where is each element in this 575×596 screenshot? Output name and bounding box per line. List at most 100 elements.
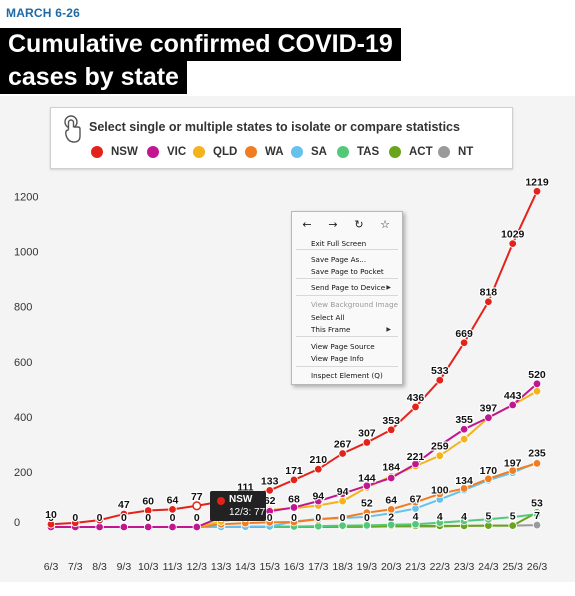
data-point-tas	[387, 520, 396, 529]
menu-item-label: Exit Full Screen	[311, 239, 367, 248]
x-tick-label: 20/3	[381, 561, 402, 573]
data-label-vic: 355	[455, 414, 473, 426]
legend-item-sa[interactable]: SA	[291, 146, 327, 158]
tooltip-state: NSW	[229, 494, 253, 505]
menu-item-save-page-as[interactable]: Save Page As...	[311, 254, 397, 265]
x-tick-label: 6/3	[44, 561, 59, 573]
data-label-nt: 0	[97, 512, 103, 524]
legend-item-nsw[interactable]: NSW	[91, 146, 138, 158]
x-tick-label: 21/3	[405, 561, 426, 573]
data-label-nt: 0	[340, 512, 346, 524]
x-tick-label: 22/3	[430, 561, 451, 573]
menu-item-view-page-info[interactable]: View Page Info	[311, 353, 397, 364]
legend-item-vic[interactable]: VIC	[147, 146, 186, 158]
legend-item-wa[interactable]: WA	[245, 146, 284, 158]
legend-label: NSW	[111, 146, 138, 158]
data-point-wa	[289, 517, 299, 527]
data-point-nsw	[265, 486, 274, 495]
data-point-vic	[387, 473, 396, 483]
menu-separator	[296, 366, 398, 367]
data-point-nsw	[192, 501, 202, 511]
data-point-vic	[168, 522, 177, 532]
legend-swatch	[438, 146, 450, 158]
menu-item-label: Save Page to Pocket	[311, 267, 384, 276]
tooltip-value: 12/3: 77	[229, 507, 266, 518]
data-point-nsw	[338, 449, 347, 458]
data-label-nt: 0	[72, 512, 78, 524]
data-point-vic	[192, 522, 201, 532]
menu-item-label: Send Page to Device	[311, 283, 386, 292]
menu-item-this-frame[interactable]: This Frame ▶	[311, 324, 397, 335]
data-point-tas	[362, 521, 372, 530]
data-label-act: 4	[413, 511, 419, 523]
data-point-wa	[362, 508, 372, 517]
data-tooltip: NSW 12/3: 77	[210, 491, 266, 521]
data-point-nsw	[459, 338, 469, 347]
data-label-sa: 67	[410, 494, 422, 506]
data-label-sa: 197	[504, 458, 522, 470]
legend-swatch	[91, 146, 103, 158]
menu-item-send-page-to-device[interactable]: Send Page to Device ▶	[311, 282, 397, 293]
data-point-vic	[338, 489, 347, 498]
data-point-vic	[484, 413, 493, 422]
data-label-nsw: 47	[118, 499, 130, 511]
data-point-qld	[459, 434, 469, 444]
data-label-qld: 259	[431, 441, 449, 453]
data-label-nsw: 1219	[525, 176, 549, 188]
date-range-label: MARCH 6-26	[6, 6, 81, 20]
legend-swatch	[147, 146, 159, 158]
legend-item-act[interactable]: ACT	[389, 146, 433, 158]
data-label-nsw: 1029	[501, 229, 525, 241]
legend-label: NT	[458, 146, 474, 158]
bookmark-star-icon[interactable]: ☆	[380, 218, 390, 231]
data-point-wa	[411, 498, 420, 507]
forward-icon[interactable]: →	[328, 218, 338, 231]
data-label-nt: 0	[194, 512, 200, 524]
data-point-wa	[508, 466, 517, 475]
data-point-act	[508, 521, 517, 530]
data-label-nsw: 353	[382, 415, 400, 427]
x-tick-label: 23/3	[454, 561, 475, 573]
x-tick-label: 18/3	[332, 561, 353, 573]
legend-label: SA	[311, 146, 327, 158]
data-label-nsw: 533	[431, 365, 449, 377]
reload-icon[interactable]: ↻	[354, 218, 364, 231]
data-point-nsw	[119, 509, 129, 519]
data-point-wa	[387, 505, 396, 514]
menu-separator	[296, 295, 398, 296]
data-label-nt: 7	[534, 510, 540, 522]
data-label-nt: 0	[170, 512, 176, 524]
data-point-nsw	[387, 425, 396, 434]
data-label-sa: 100	[431, 484, 449, 496]
data-point-vic	[435, 441, 444, 450]
legend-item-tas[interactable]: TAS	[337, 146, 379, 158]
y-tick-label: 1000	[14, 247, 38, 259]
data-label-wa: 52	[361, 498, 373, 510]
data-label-nsw: 64	[167, 494, 179, 506]
legend-item-nt[interactable]: NT	[438, 146, 473, 158]
x-tick-label: 8/3	[92, 561, 107, 573]
menu-item-save-page-to-pocket[interactable]: Save Page to Pocket	[311, 266, 397, 277]
plot-background	[0, 96, 575, 582]
menu-item-select-all[interactable]: Select All	[311, 312, 397, 323]
data-point-nsw	[484, 297, 493, 306]
menu-item-exit-full-screen[interactable]: Exit Full Screen	[311, 238, 397, 249]
tooltip-swatch	[217, 497, 225, 505]
menu-item-inspect-element-q[interactable]: Inspect Element (Q)	[311, 370, 397, 381]
back-icon[interactable]: ←	[302, 218, 312, 231]
data-point-wa	[532, 459, 542, 468]
data-point-wa	[265, 518, 274, 527]
data-point-nsw	[411, 402, 420, 412]
menu-item-view-page-source[interactable]: View Page Source	[311, 341, 397, 352]
x-tick-label: 24/3	[478, 561, 499, 573]
x-tick-label: 10/3	[138, 561, 159, 573]
legend-item-qld[interactable]: QLD	[193, 146, 237, 158]
menu-item-label: View Page Source	[311, 342, 375, 351]
data-point-wa	[314, 515, 323, 524]
legend-label: ACT	[409, 146, 433, 158]
data-label-qld: 94	[337, 486, 349, 498]
data-point-vic	[95, 522, 104, 532]
x-tick-label: 12/3	[187, 561, 208, 573]
